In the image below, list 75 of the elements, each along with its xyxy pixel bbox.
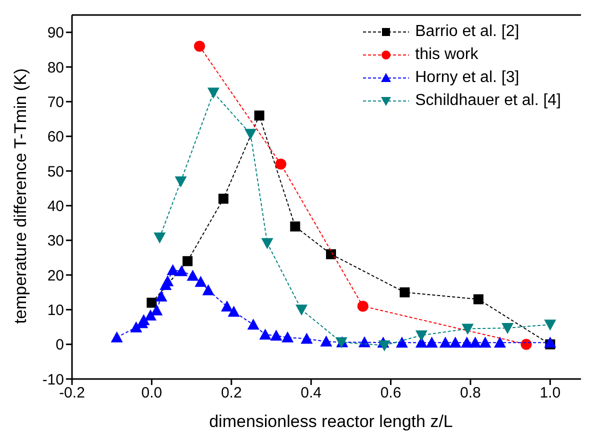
point	[207, 88, 220, 99]
point	[320, 336, 332, 347]
x-tick-label: 0.4	[300, 384, 322, 402]
point	[439, 336, 452, 348]
point	[259, 328, 272, 340]
point	[544, 320, 556, 331]
x-axis-title: dimensionless reactor length z/L	[209, 412, 453, 431]
point	[176, 265, 188, 276]
y-tick-label: 0	[56, 336, 64, 354]
point	[520, 338, 532, 350]
point	[228, 306, 240, 317]
point	[400, 287, 410, 298]
y-tick-label: 50	[47, 163, 64, 180]
point	[154, 232, 166, 244]
y-tick-label: 80	[47, 59, 64, 76]
point	[462, 324, 474, 335]
point	[186, 270, 199, 281]
x-tick-label: 0.2	[220, 384, 242, 402]
point	[254, 110, 264, 121]
point	[494, 336, 506, 348]
x-tick-label: 0.0	[141, 384, 162, 402]
point	[300, 332, 313, 344]
y-tick-label: 20	[47, 267, 64, 284]
point	[202, 284, 214, 296]
point	[473, 294, 484, 304]
y-tick-label: 70	[47, 94, 64, 111]
point	[166, 264, 179, 276]
point	[194, 276, 207, 287]
point	[296, 304, 308, 316]
legend-label: Barrio et al. [2]	[415, 22, 520, 42]
y-tick-label: 60	[47, 128, 64, 146]
point	[426, 336, 438, 348]
point	[221, 300, 233, 312]
point	[146, 298, 157, 308]
x-tick-label: 0.8	[460, 384, 481, 402]
y-tick-label: 10	[47, 302, 64, 319]
y-axis-title: temperature difference T-Tmin (K)	[11, 68, 31, 324]
point	[358, 336, 370, 348]
point	[130, 321, 142, 332]
point	[290, 221, 300, 232]
y-tick-label: 40	[47, 198, 64, 215]
point	[415, 330, 428, 342]
point	[150, 304, 163, 316]
point	[144, 310, 156, 321]
point	[275, 158, 286, 170]
legend-label: this work	[415, 45, 478, 65]
point	[138, 314, 150, 326]
legend-label: Schildhauer et al. [4]	[415, 91, 561, 111]
point	[162, 275, 174, 286]
point	[244, 128, 257, 140]
point	[479, 336, 492, 348]
point	[544, 336, 556, 348]
point	[155, 290, 168, 302]
point	[110, 331, 123, 342]
y-tick-label: 30	[47, 232, 64, 250]
point	[449, 336, 462, 348]
x-tick-label: 0.6	[380, 384, 402, 402]
x-tick-label: 1.0	[540, 384, 561, 402]
point	[174, 176, 187, 188]
legend-label: Horny et al. [3]	[415, 68, 520, 88]
point	[357, 300, 368, 312]
point	[194, 40, 206, 52]
point	[270, 330, 282, 341]
point	[182, 256, 193, 266]
point	[247, 318, 260, 330]
point	[378, 340, 390, 352]
point	[396, 336, 408, 348]
point	[218, 194, 228, 204]
point	[326, 249, 336, 260]
y-tick-label: 90	[47, 24, 64, 42]
point	[261, 238, 274, 250]
point	[282, 331, 294, 342]
point	[502, 323, 514, 334]
point	[460, 336, 473, 348]
point	[469, 336, 482, 348]
